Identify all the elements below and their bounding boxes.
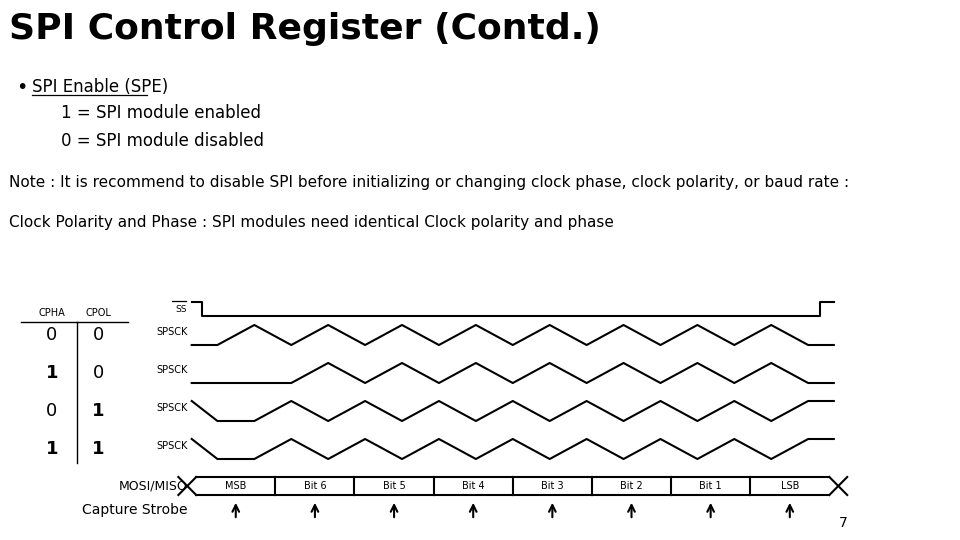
Text: 7: 7 [838,516,848,530]
Text: •: • [16,78,28,97]
Text: 1: 1 [92,440,105,458]
Text: 0: 0 [92,364,104,382]
Text: Capture Strobe: Capture Strobe [82,503,187,517]
Text: Note : It is recommend to disable SPI before initializing or changing clock phas: Note : It is recommend to disable SPI be… [9,175,849,190]
Text: SPI Enable (SPE): SPI Enable (SPE) [32,78,168,96]
Text: Bit 4: Bit 4 [462,481,485,491]
Text: SPSCK: SPSCK [156,441,187,451]
Text: Bit 2: Bit 2 [620,481,643,491]
Text: 1 = SPI module enabled: 1 = SPI module enabled [60,104,261,122]
Text: Bit 3: Bit 3 [541,481,564,491]
Text: Bit 1: Bit 1 [699,481,722,491]
Text: CPOL: CPOL [85,308,111,318]
Text: MSB: MSB [225,481,247,491]
Text: SPSCK: SPSCK [156,365,187,375]
Text: MOSI/MISO: MOSI/MISO [118,480,187,492]
Text: Bit 6: Bit 6 [303,481,326,491]
Text: 0: 0 [92,326,104,344]
Text: LSB: LSB [780,481,799,491]
Text: SPSCK: SPSCK [156,403,187,413]
Text: CPHA: CPHA [38,308,65,318]
Text: 0: 0 [46,326,58,344]
Text: Clock Polarity and Phase : SPI modules need identical Clock polarity and phase: Clock Polarity and Phase : SPI modules n… [9,215,613,230]
Text: SPI Control Register (Contd.): SPI Control Register (Contd.) [9,12,601,46]
Text: 0: 0 [46,402,58,420]
Text: 1: 1 [45,440,58,458]
Text: 1: 1 [45,364,58,382]
Text: 1: 1 [92,402,105,420]
Text: Bit 5: Bit 5 [383,481,405,491]
Text: SS: SS [176,305,187,314]
Text: 0 = SPI module disabled: 0 = SPI module disabled [60,132,264,150]
Text: SPSCK: SPSCK [156,327,187,337]
